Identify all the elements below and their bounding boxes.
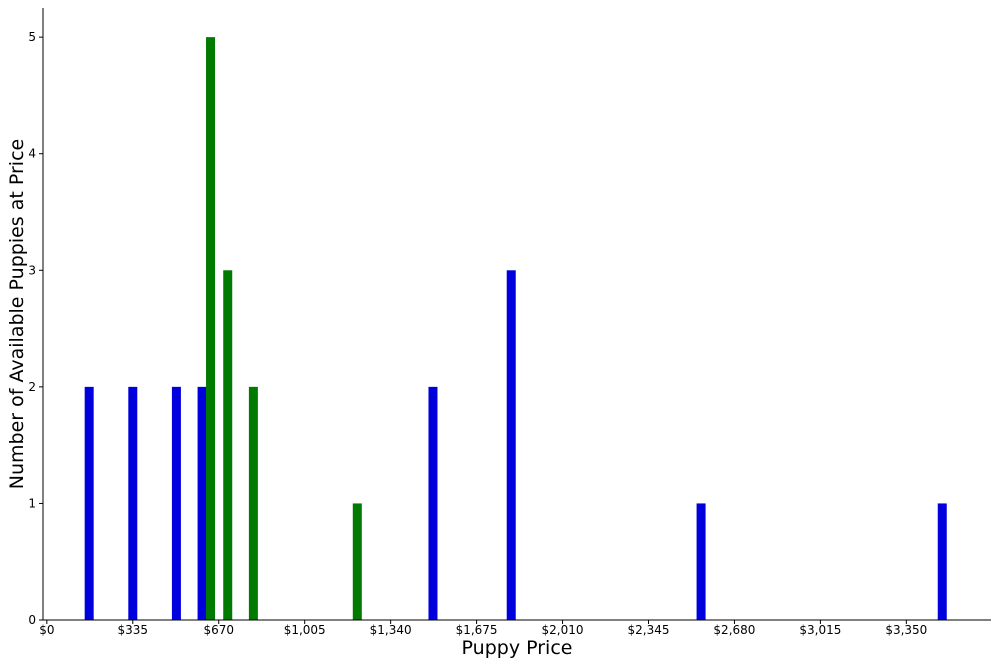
x-tick-label: $670 <box>203 623 234 637</box>
x-tick-label: $0 <box>39 623 54 637</box>
y-tick-label: 5 <box>28 30 36 44</box>
bar-series2-0 <box>206 37 216 620</box>
x-tick-label: $1,005 <box>284 623 326 637</box>
bar-series1-7 <box>937 503 947 620</box>
bar-series1-6 <box>696 503 706 620</box>
x-axis-title: Puppy Price <box>462 637 573 659</box>
y-axis-ticks: 0 1 2 3 4 5 <box>28 30 43 627</box>
bar-series1-2 <box>171 386 181 620</box>
x-tick-label: $2,345 <box>627 623 669 637</box>
bars-group <box>84 37 947 620</box>
y-tick-label: 4 <box>28 147 36 161</box>
bar-series2-3 <box>352 503 362 620</box>
bar-series1-1 <box>128 386 138 620</box>
x-axis-ticks: $0 $335 $670 $1,005 $1,340 $1,675 $2,010 $2,345… <box>39 620 927 637</box>
y-tick-label: 0 <box>28 613 36 627</box>
x-tick-label: $1,340 <box>370 623 412 637</box>
bar-series1-0 <box>84 386 94 620</box>
y-tick-label: 1 <box>28 496 36 510</box>
bar-series2-2 <box>248 386 258 620</box>
x-tick-label: $2,010 <box>542 623 584 637</box>
x-tick-label: $3,015 <box>799 623 841 637</box>
x-tick-label: $335 <box>118 623 149 637</box>
x-tick-label: $2,680 <box>713 623 755 637</box>
y-tick-label: 3 <box>28 263 36 277</box>
y-tick-label: 2 <box>28 380 36 394</box>
bar-series1-3 <box>197 386 207 620</box>
bar-series1-4 <box>428 386 438 620</box>
bar-series1-5 <box>506 270 516 620</box>
bar-series2-1 <box>223 270 233 620</box>
y-axis-title: Number of Available Puppies at Price <box>6 139 28 489</box>
x-tick-label: $1,675 <box>456 623 498 637</box>
x-tick-label: $3,350 <box>885 623 927 637</box>
